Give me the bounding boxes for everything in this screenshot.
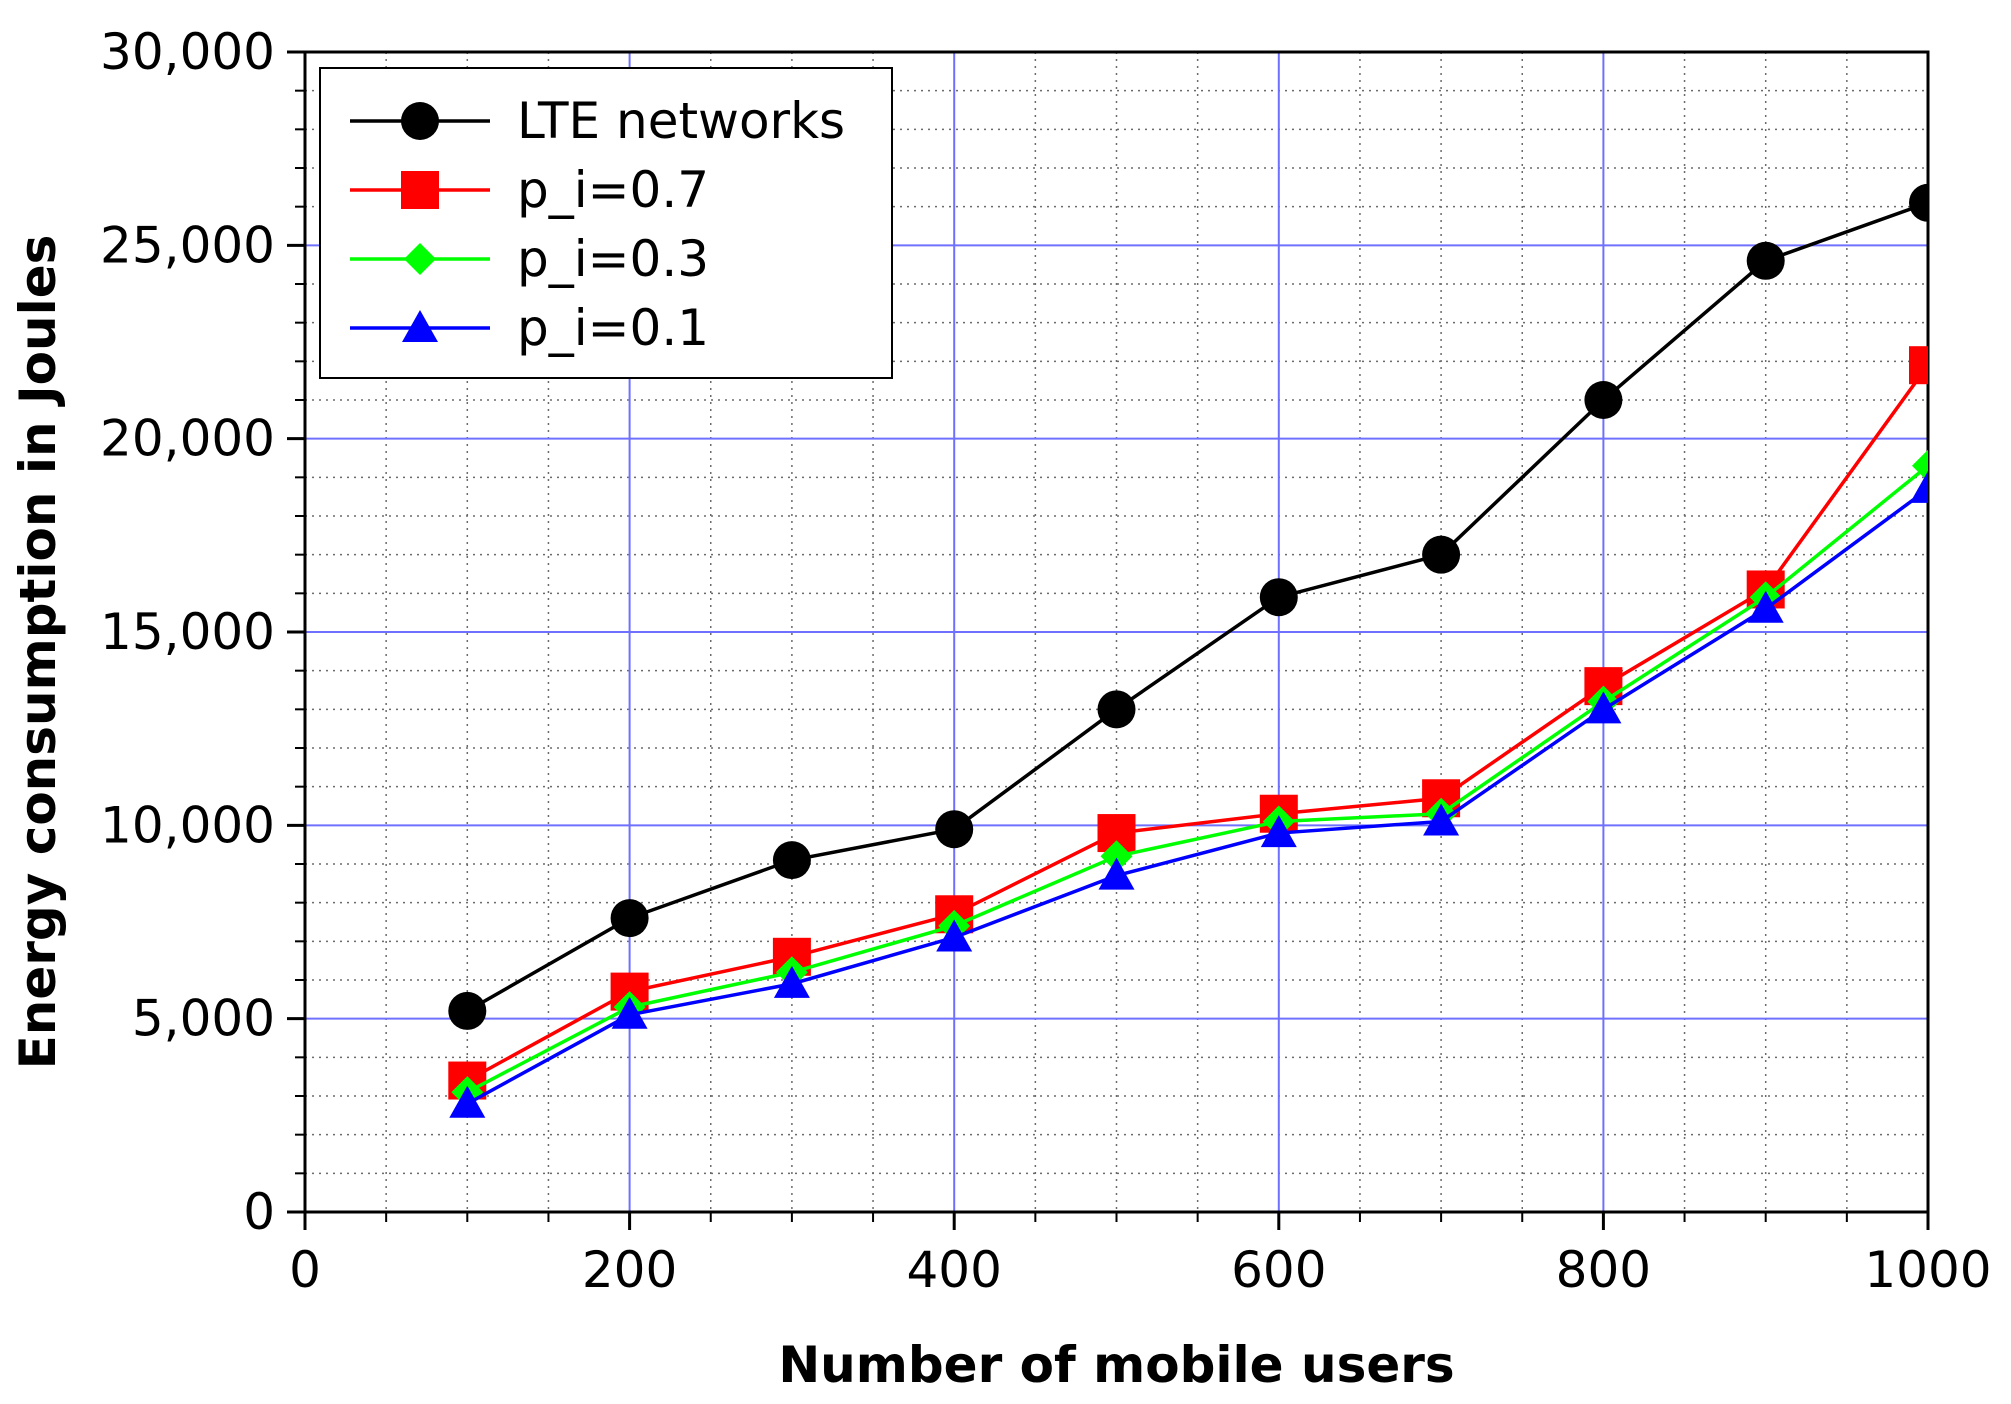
y-tick-label: 5,000 [132, 990, 275, 1048]
legend-marker [401, 102, 439, 140]
x-tick-label: 800 [1556, 1241, 1651, 1299]
legend-entries: LTE networks p_i=0.7 p_i=0.3 p_i=0.1 [350, 92, 845, 357]
x-tick-label: 200 [582, 1241, 677, 1299]
axis-ticks [287, 50, 1930, 1230]
y-tick-label: 20,000 [100, 410, 275, 468]
legend-label: p_i=0.7 [517, 161, 709, 219]
data-point-lte-networks [1097, 690, 1136, 729]
data-point-lte-networks [1584, 381, 1623, 419]
data-point-p-i-0-1 [1260, 815, 1297, 848]
data-point-lte-networks [448, 991, 487, 1030]
data-point-p-i-0-1 [773, 965, 810, 998]
data-point-lte-networks [1259, 578, 1298, 617]
series-line-p-i-0-3 [466, 464, 1928, 1094]
data-point-p-i-0-1 [1098, 857, 1135, 890]
data-point-lte-networks [772, 841, 811, 880]
data-point-p-i-0-3 [1100, 840, 1133, 873]
data-point-lte-networks [1746, 241, 1785, 280]
data-point-lte-networks [1422, 535, 1461, 574]
data-point-p-i-0-7 [1909, 346, 1928, 385]
data-point-p-i-0-1 [611, 996, 648, 1029]
x-tick-label: 1000 [1864, 1241, 1991, 1299]
series-line-p-i-0-7 [466, 364, 1928, 1083]
legend-label: LTE networks [517, 92, 845, 150]
data-point-p-i-0-1 [1585, 691, 1622, 724]
legend-label: p_i=0.3 [517, 230, 709, 288]
data-point-lte-networks [1909, 183, 1928, 222]
y-tick-label: 0 [243, 1183, 275, 1241]
legend-entry-p-i-0-3: p_i=0.3 [350, 230, 709, 288]
legend-entry-lte-networks: LTE networks [350, 92, 845, 150]
y-tick-label: 15,000 [100, 603, 275, 661]
x-tick-labels: 0 200 400 600 800 1000 [289, 1241, 1992, 1299]
legend-label: p_i=0.1 [517, 299, 709, 357]
legend-entry-p-i-0-7: p_i=0.7 [350, 161, 709, 219]
y-tick-labels: 0 5,000 10,000 15,000 20,000 25,000 30,000 [100, 23, 275, 1241]
data-point-p-i-0-1 [936, 919, 973, 952]
x-tick-label: 400 [906, 1241, 1001, 1299]
legend-marker [404, 243, 436, 275]
series-lte-networks [448, 183, 1928, 1030]
data-point-p-i-0-1 [449, 1085, 486, 1118]
data-point-p-i-0-1 [1423, 803, 1460, 836]
series-line-p-i-0-1 [466, 487, 1928, 1106]
y-axis-title: Energy consumption in Joules [9, 235, 67, 1070]
series-p-i-0-1 [449, 470, 1928, 1118]
y-tick-label: 25,000 [100, 216, 275, 274]
data-point-p-i-0-1 [1747, 590, 1784, 623]
x-tick-label: 600 [1231, 1241, 1326, 1299]
series-line-lte-networks [466, 201, 1928, 1013]
x-tick-label: 0 [289, 1241, 321, 1299]
data-point-lte-networks [610, 899, 649, 938]
data-point-p-i-0-3 [1912, 449, 1928, 482]
y-tick-label: 30,000 [100, 23, 275, 81]
data-point-p-i-0-1 [1910, 470, 1928, 503]
series-layer [448, 183, 1928, 1118]
legend-marker [401, 171, 439, 209]
data-point-lte-networks [935, 810, 974, 849]
legend-entry-p-i-0-1: p_i=0.1 [350, 299, 709, 357]
y-tick-label: 10,000 [100, 796, 275, 854]
x-axis-title: Number of mobile users [778, 1336, 1454, 1394]
legend-marker [402, 310, 438, 342]
legend: LTE networks p_i=0.7 p_i=0.3 p_i=0.1 [319, 67, 893, 379]
